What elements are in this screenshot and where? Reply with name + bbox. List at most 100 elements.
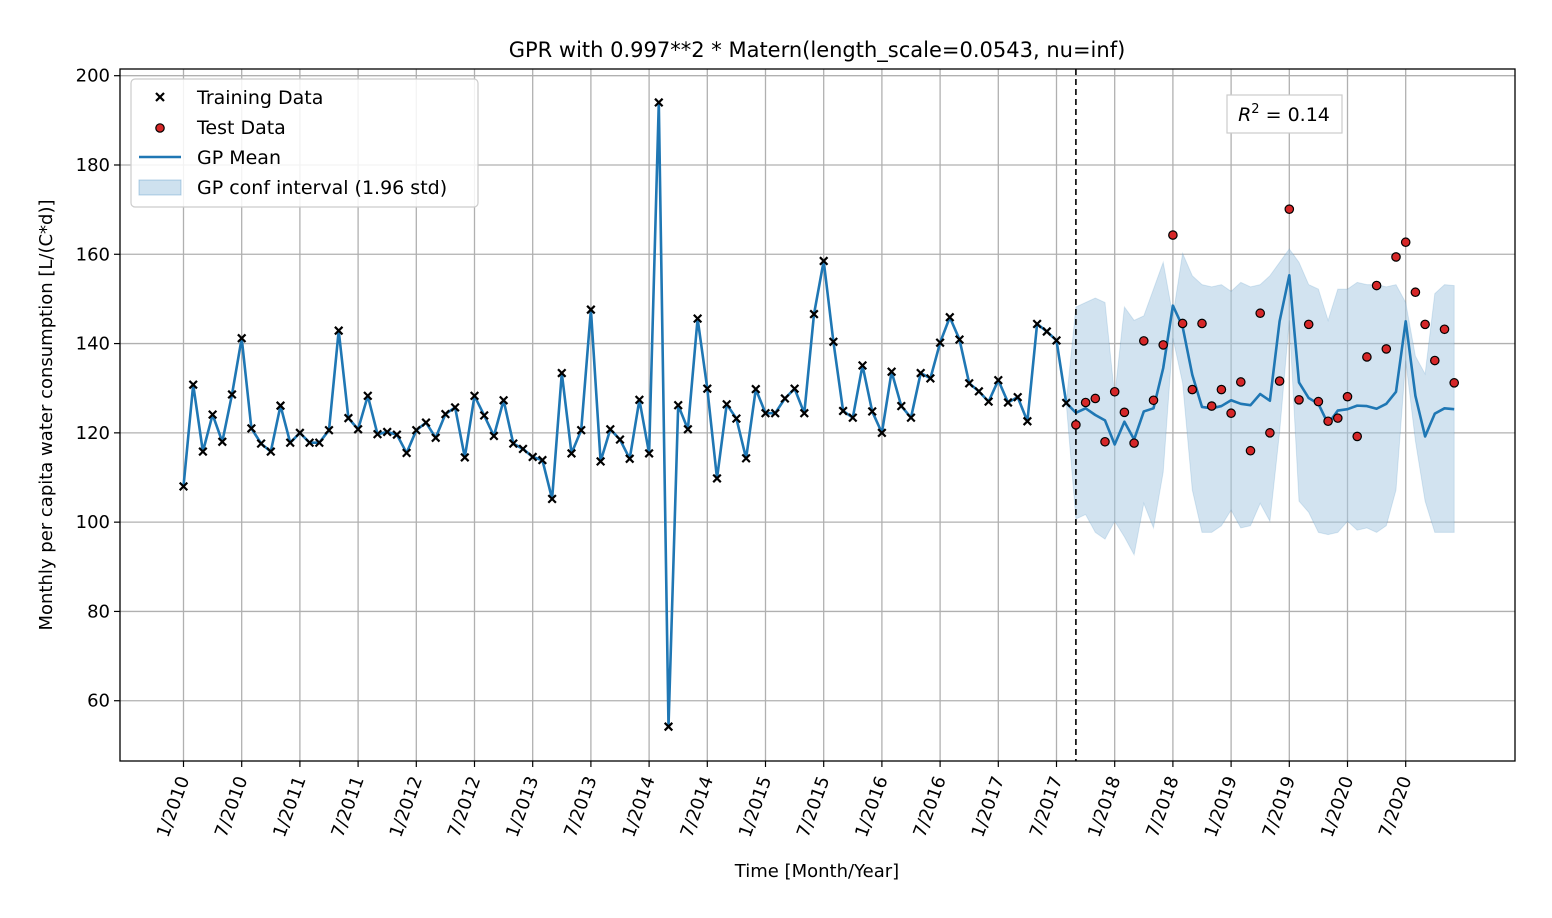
training-point-stroke [751, 384, 761, 394]
test-point [1420, 319, 1430, 330]
training-point-stroke [780, 393, 790, 404]
training-point [1003, 397, 1013, 408]
training-point-stroke [722, 399, 732, 409]
test-point [1100, 436, 1110, 447]
training-point [935, 338, 945, 348]
training-point [741, 453, 751, 463]
training-point [343, 413, 353, 423]
training-point-stroke [731, 413, 741, 424]
training-point-stroke [1003, 397, 1013, 408]
marker-layer [178, 97, 1459, 732]
y-tick-label: 100 [76, 512, 110, 533]
training-point-stroke [693, 313, 703, 324]
test-point [1168, 230, 1178, 240]
training-point [353, 424, 363, 434]
test-point [1158, 340, 1168, 350]
training-point-stroke [605, 424, 615, 434]
training-point [945, 312, 955, 322]
training-point-stroke [528, 452, 538, 462]
training-point [799, 408, 809, 418]
training-point-stroke [1042, 326, 1052, 337]
training-point [654, 97, 664, 108]
training-point [857, 360, 868, 371]
test-point [1245, 445, 1256, 456]
training-point [887, 367, 897, 377]
gp-mean-line [1065, 273, 1455, 446]
test-point [1449, 378, 1459, 388]
training-point [547, 494, 557, 504]
training-point-stroke [557, 368, 567, 378]
training-point [925, 373, 935, 383]
training-point-stroke [586, 305, 596, 315]
training-point [431, 433, 441, 443]
training-point-stroke [227, 389, 237, 400]
y-tick-label: 160 [76, 244, 110, 265]
training-point-stroke [566, 448, 577, 458]
y-tick-label: 60 [87, 691, 110, 712]
training-point [285, 438, 295, 448]
training-point-stroke [741, 453, 751, 463]
training-point-stroke [469, 391, 480, 401]
training-point [295, 428, 305, 438]
training-point [877, 428, 887, 438]
training-point-stroke [275, 401, 286, 411]
training-point-stroke [760, 408, 771, 418]
training-point-stroke [208, 409, 218, 420]
training-point-stroke [353, 424, 363, 434]
training-point [586, 305, 596, 315]
test-point [1236, 377, 1246, 387]
r2-annotation-box [1226, 94, 1343, 134]
training-point-stroke [537, 455, 547, 465]
training-point [266, 447, 276, 457]
test-point [1391, 252, 1401, 262]
training-point [722, 399, 732, 409]
training-point [227, 389, 237, 400]
training-point-stroke [411, 425, 421, 435]
training-point [731, 413, 741, 424]
legend-red-dot-icon [155, 123, 165, 133]
training-point [702, 384, 712, 394]
test-point [1410, 287, 1421, 298]
training-point [537, 455, 547, 465]
training-point-stroke [392, 430, 402, 440]
training-point-stroke [654, 97, 664, 108]
training-point [644, 448, 654, 458]
training-point [605, 424, 615, 434]
training-point [1032, 319, 1042, 329]
training-point [411, 425, 421, 435]
test-point [1323, 416, 1333, 427]
training-point [382, 427, 392, 437]
training-point [760, 408, 771, 418]
training-point [751, 384, 761, 394]
training-point [324, 425, 334, 435]
test-point [1071, 420, 1081, 430]
legend-patch-icon [138, 179, 182, 196]
legend-x-marker-icon [155, 92, 165, 102]
training-point [663, 722, 674, 732]
training-point [528, 452, 538, 462]
training-point-stroke [702, 384, 712, 394]
training-point [479, 410, 489, 421]
training-point-stroke [906, 413, 916, 423]
training-point-stroke [819, 256, 829, 266]
training-point-stroke [305, 438, 315, 448]
training-point [848, 413, 858, 423]
training-point [188, 380, 198, 390]
training-point-stroke [547, 494, 557, 504]
training-point [275, 401, 286, 411]
training-point-stroke [285, 438, 295, 448]
training-point [809, 309, 819, 319]
training-point [402, 448, 412, 458]
test-point [1439, 324, 1450, 335]
training-point-stroke [324, 425, 334, 435]
training-point [838, 406, 848, 416]
training-point [450, 402, 460, 412]
training-point [625, 454, 635, 464]
training-point-stroke [178, 481, 189, 492]
training-point-stroke [508, 438, 518, 449]
training-point [489, 431, 499, 441]
training-point-stroke [198, 447, 208, 457]
training-point-stroke [877, 428, 887, 438]
test-point [1139, 336, 1149, 346]
